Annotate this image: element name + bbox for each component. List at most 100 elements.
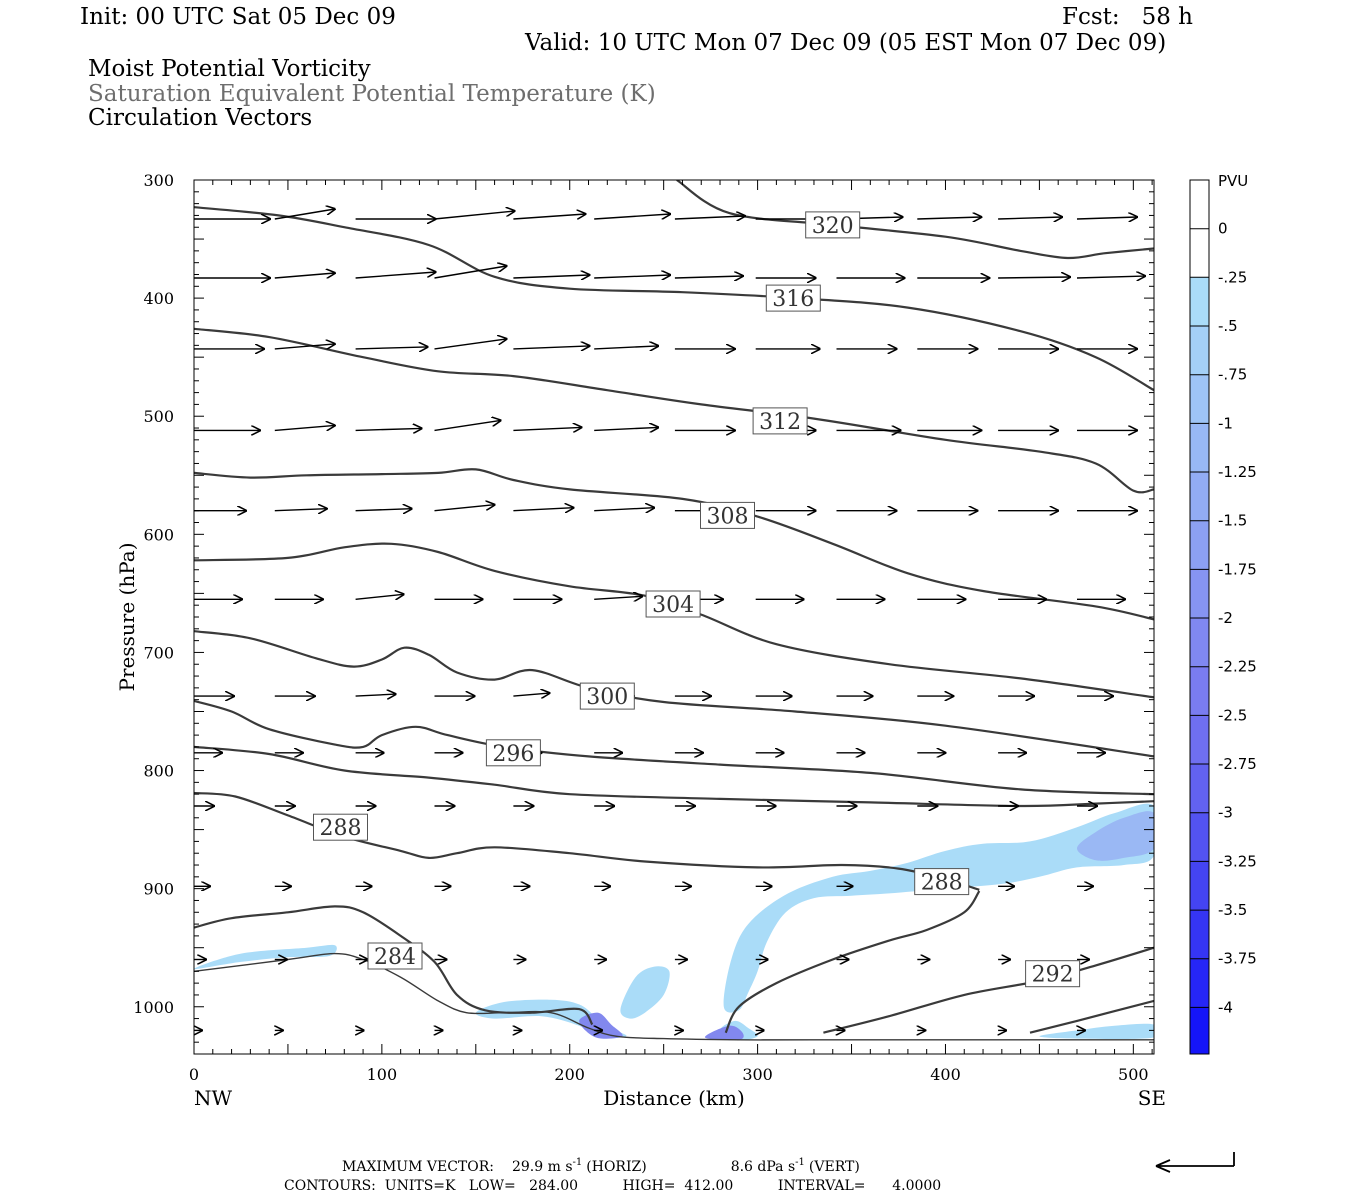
vector-2-1: [274, 344, 335, 350]
y-tick-label: 600: [143, 525, 174, 544]
contour-label-304-4: 304: [645, 590, 701, 618]
y-tick-labels: 300 400 500 600 700 800 900 1000: [133, 171, 174, 1017]
y-tick-label: 700: [143, 643, 174, 662]
contour-label-300-5: 300: [579, 682, 635, 710]
svg-text:316: 316: [772, 287, 814, 312]
colorbar-label: 0: [1218, 220, 1228, 238]
vector-4-4: [513, 508, 573, 511]
vector-4-5: [594, 508, 654, 511]
vector-0-6: [674, 216, 745, 219]
vector-0-9: [917, 217, 981, 219]
contour-304-4: [194, 542, 1154, 699]
x-end-label-right: SE: [1138, 1086, 1166, 1110]
vector-1-11: [1076, 276, 1145, 278]
colorbar-bin-8: [1190, 569, 1209, 619]
svg-text:320: 320: [812, 214, 854, 239]
colorbar-label: -3: [1218, 804, 1233, 822]
contour-label-layer: 320 316 312 308 304 300 296 288 288 284 292: [313, 211, 1081, 988]
svg-text:312: 312: [759, 410, 801, 435]
colorbar-bin-6: [1190, 472, 1209, 521]
pv-shading-layer: [194, 803, 1154, 1041]
colorbar-label: -3.75: [1218, 950, 1257, 968]
colorbar-label: -4: [1218, 998, 1233, 1016]
pv-region-2: [620, 966, 670, 1019]
vector-4-3: [434, 505, 495, 512]
contour-label-288-8: 288: [914, 868, 970, 896]
vector-3-3: [434, 420, 501, 432]
vector-0-4: [513, 214, 585, 220]
x-tick-label: 100: [367, 1065, 398, 1084]
field-title-vectors: Circulation Vectors: [88, 105, 312, 131]
colorbar-bin-2: [1190, 277, 1209, 326]
pv-region-5: [1077, 811, 1154, 861]
contour-292-11: [724, 890, 981, 1034]
contour-300-13: [1029, 999, 1154, 1034]
x-tick-label: 400: [930, 1065, 961, 1084]
field-title-mpv: Moist Potential Vorticity: [88, 56, 371, 82]
contour-300-5: [194, 630, 1154, 758]
vector-1-1: [274, 273, 335, 279]
colorbar-bin-10: [1190, 666, 1209, 716]
vector-3-5: [594, 427, 658, 430]
colorbar-bin-13: [1190, 812, 1209, 862]
vector-0-3: [434, 211, 515, 220]
svg-text:308: 308: [707, 504, 749, 529]
svg-text:284: 284: [374, 945, 416, 970]
vector-1-10: [998, 277, 1070, 278]
x-axis-label: Distance (km): [603, 1086, 745, 1110]
vector-5-2: [355, 594, 404, 599]
contour-label-292-10: 292: [1025, 960, 1081, 988]
contour-316-1: [194, 206, 1154, 392]
contour-label-312-2: 312: [752, 407, 808, 435]
y-tick-label: 900: [143, 880, 174, 899]
pv-colorbar: 0 -.25 -.5 -.75 -1 -1.25 -1.5 -1.75 -2 -2.25 -2.5 -…: [1189, 179, 1257, 1055]
svg-text:288: 288: [320, 816, 362, 841]
reference-vector-icon: [1155, 1152, 1235, 1173]
colorbar-label: -.75: [1218, 366, 1247, 384]
pv-region-7: [704, 1025, 744, 1041]
contour-label-320-0: 320: [805, 211, 861, 239]
colorbar-bin-0: [1190, 180, 1209, 229]
colorbar-label: -3.5: [1218, 901, 1247, 919]
colorbar-label: -2: [1218, 609, 1233, 627]
svg-text:300: 300: [586, 685, 628, 710]
vector-2-4: [513, 346, 589, 349]
vector-3-4: [513, 427, 581, 430]
contour-288-8: [194, 791, 980, 891]
y-tick-label: 800: [143, 762, 174, 781]
init-text: Init: 00 UTC Sat 05 Dec 09: [80, 4, 396, 30]
y-tick-label: 300: [143, 171, 174, 190]
contour-label-308-3: 308: [700, 501, 755, 529]
theta-es-contour-layer: [194, 180, 1154, 1041]
colorbar-label: -2.75: [1218, 755, 1257, 773]
colorbar-label: -.25: [1218, 268, 1247, 286]
svg-text:296: 296: [492, 742, 534, 767]
contour-label-296-6: 296: [485, 739, 541, 767]
vector-2-2: [355, 347, 428, 349]
svg-text:292: 292: [1032, 963, 1074, 988]
contours-info-text: CONTOURS: UNITS=K LOW= 284.00 HIGH= 412.…: [284, 1178, 941, 1194]
colorbar-label: -2.25: [1218, 658, 1257, 676]
vector-1-3: [434, 266, 507, 279]
vector-2-5: [594, 346, 658, 349]
contour-296-6: [194, 699, 1154, 796]
vector-0-1: [274, 209, 335, 220]
colorbar-bin-5: [1190, 423, 1209, 473]
svg-text:288: 288: [921, 871, 963, 896]
y-tick-label: 1000: [133, 998, 174, 1017]
contour-296-12: [823, 946, 1154, 1034]
pv-region-6: [579, 1012, 623, 1039]
circulation-vector-layer: [194, 209, 1145, 1030]
pv-region-0: [194, 944, 337, 970]
colorbar-bin-16: [1190, 958, 1209, 1008]
colorbar-bin-7: [1190, 520, 1209, 570]
x-tick-label: 300: [742, 1065, 773, 1084]
pv-region-8: [1039, 1023, 1154, 1039]
colorbar-label: -3.25: [1218, 852, 1257, 870]
colorbar-label: -1.75: [1218, 560, 1257, 578]
colorbar-label: -2.5: [1218, 706, 1247, 724]
colorbar-label: -1.5: [1218, 512, 1247, 530]
vector-6-2: [355, 694, 396, 696]
colorbar-bin-4: [1190, 374, 1209, 424]
colorbar-bin-11: [1190, 715, 1209, 765]
